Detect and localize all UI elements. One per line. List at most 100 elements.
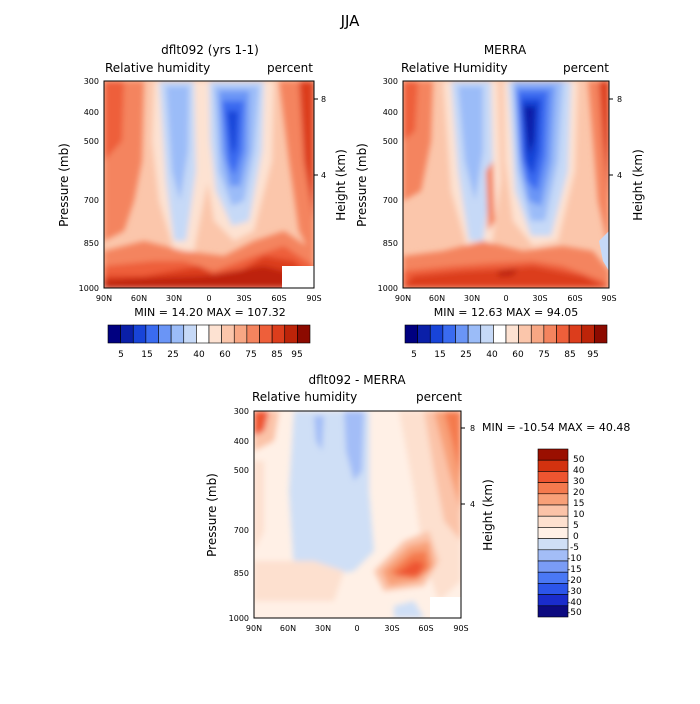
min-max-readout: MIN = 12.63 MAX = 94.05 [434, 306, 578, 319]
x-tick-label: 30S [384, 624, 399, 633]
colorbar-swatch [518, 324, 532, 344]
colorbar-label: 5 [411, 350, 417, 360]
y-axis-right-label: Height (km) [334, 149, 348, 220]
colorbar-swatch [556, 324, 570, 344]
colorbar-swatch [530, 324, 545, 344]
colorbar-swatch [537, 549, 569, 562]
colorbar [107, 324, 311, 344]
colorbar-swatch [467, 324, 482, 344]
panel-title: dflt092 (yrs 1-1) [161, 43, 259, 57]
colorbar-label: 0 [573, 532, 579, 542]
y-tick-label: 400 [84, 108, 99, 117]
colorbar-swatch [537, 471, 569, 483]
y-tick-label: 700 [383, 196, 398, 205]
y-axis: 300 400 500 700 850 1000 Pressure (mb) [355, 77, 398, 293]
colorbar-label: 30 [573, 477, 585, 487]
colorbar-label: 40 [193, 350, 205, 360]
colorbar-label: -30 [567, 587, 582, 597]
y-tick-label: 1000 [229, 614, 249, 623]
panel-model: dflt092 (yrs 1-1) Relative humidity perc… [57, 43, 348, 360]
y-tick-label: 300 [234, 407, 249, 416]
colorbar-swatch [417, 324, 431, 344]
colorbar-swatch [537, 482, 569, 495]
y-axis: 300 400 500 700 850 1000 Pressure (mb) [57, 77, 99, 293]
y-axis-label: Pressure (mb) [205, 473, 219, 557]
colorbar-swatch [455, 324, 469, 344]
y-tick-label: 400 [383, 108, 398, 117]
colorbar-label: 5 [118, 350, 124, 360]
colorbar-swatch [537, 493, 569, 506]
y-tick-label: 850 [84, 239, 99, 248]
y-right-tick-label: 4 [470, 500, 475, 509]
panel-subtitle-right: percent [416, 390, 462, 404]
colorbar-swatch [537, 560, 569, 573]
colorbar-swatch [537, 583, 569, 595]
y-right-tick-label: 8 [321, 95, 326, 104]
y-right-tick-label: 4 [321, 171, 326, 180]
x-tick-label: 30N [166, 294, 182, 303]
colorbar-label: -20 [567, 576, 582, 586]
x-tick-label: 30N [464, 294, 480, 303]
plot-area [103, 80, 315, 289]
x-tick-label: 90S [306, 294, 321, 303]
colorbar-swatch [543, 324, 557, 344]
min-max-readout: MIN = -10.54 MAX = 40.48 [482, 421, 630, 434]
y-right-tick-label: 8 [617, 95, 622, 104]
x-axis: 90N 60N 30N 0 30S 60S 90S [246, 624, 469, 633]
panel-subtitle-left: Relative Humidity [401, 61, 508, 75]
colorbar-swatch [284, 324, 298, 344]
y-tick-label: 700 [234, 526, 249, 535]
x-tick-label: 90S [601, 294, 616, 303]
y-axis-right: 8 4 Height (km) [609, 95, 645, 221]
colorbar-swatch [537, 605, 569, 618]
colorbar-swatch [170, 324, 185, 344]
x-tick-label: 60S [418, 624, 433, 633]
figure-title: JJA [340, 12, 361, 30]
colorbar-label: 25 [167, 350, 178, 360]
x-tick-label: 60N [131, 294, 147, 303]
colorbar-label: -5 [570, 543, 579, 553]
colorbar-label: 15 [434, 350, 445, 360]
colorbar-swatch [537, 527, 569, 539]
y-axis-label: Pressure (mb) [57, 143, 71, 227]
x-tick-label: 90N [246, 624, 262, 633]
min-max-readout: MIN = 14.20 MAX = 107.32 [134, 306, 285, 319]
colorbar-label: -10 [567, 554, 582, 564]
colorbar-swatch [537, 594, 569, 607]
y-tick-label: 850 [383, 239, 398, 248]
x-axis: 90N 60N 30N 0 30S 60S 90S [96, 294, 322, 303]
colorbar [537, 448, 569, 618]
colorbar-swatch [208, 324, 222, 344]
colorbar-swatch [107, 324, 121, 344]
y-tick-label: 500 [234, 466, 249, 475]
y-axis: 300 400 500 700 850 1000 Pressure (mb) [205, 407, 249, 623]
colorbar-label: 85 [271, 350, 282, 360]
colorbar-label: 50 [573, 455, 585, 465]
colorbar-swatch [537, 515, 569, 528]
colorbar-swatch [537, 459, 569, 472]
colorbar-label: -40 [567, 598, 582, 608]
y-right-tick-label: 4 [617, 171, 622, 180]
x-tick-label: 0 [503, 294, 508, 303]
colorbar-label: 40 [486, 350, 498, 360]
colorbar-swatch [120, 324, 134, 344]
colorbar-swatch [158, 324, 172, 344]
colorbar-label: 15 [573, 499, 584, 509]
y-tick-label: 700 [84, 196, 99, 205]
colorbar-swatch [429, 324, 444, 344]
colorbar-label: 95 [291, 350, 302, 360]
x-tick-label: 0 [354, 624, 359, 633]
panel-subtitle-right: percent [563, 61, 609, 75]
colorbar-swatch [132, 324, 147, 344]
colorbar-label: -15 [567, 565, 582, 575]
panel-title: dflt092 - MERRA [308, 373, 406, 387]
y-tick-label: 1000 [378, 284, 398, 293]
panel-subtitle-left: Relative humidity [252, 390, 357, 404]
y-tick-label: 850 [234, 569, 249, 578]
y-tick-label: 1000 [79, 284, 99, 293]
panel-subtitle-right: percent [267, 61, 313, 75]
x-tick-label: 60N [280, 624, 296, 633]
colorbar [404, 324, 608, 344]
y-axis-right-label: Height (km) [631, 149, 645, 220]
